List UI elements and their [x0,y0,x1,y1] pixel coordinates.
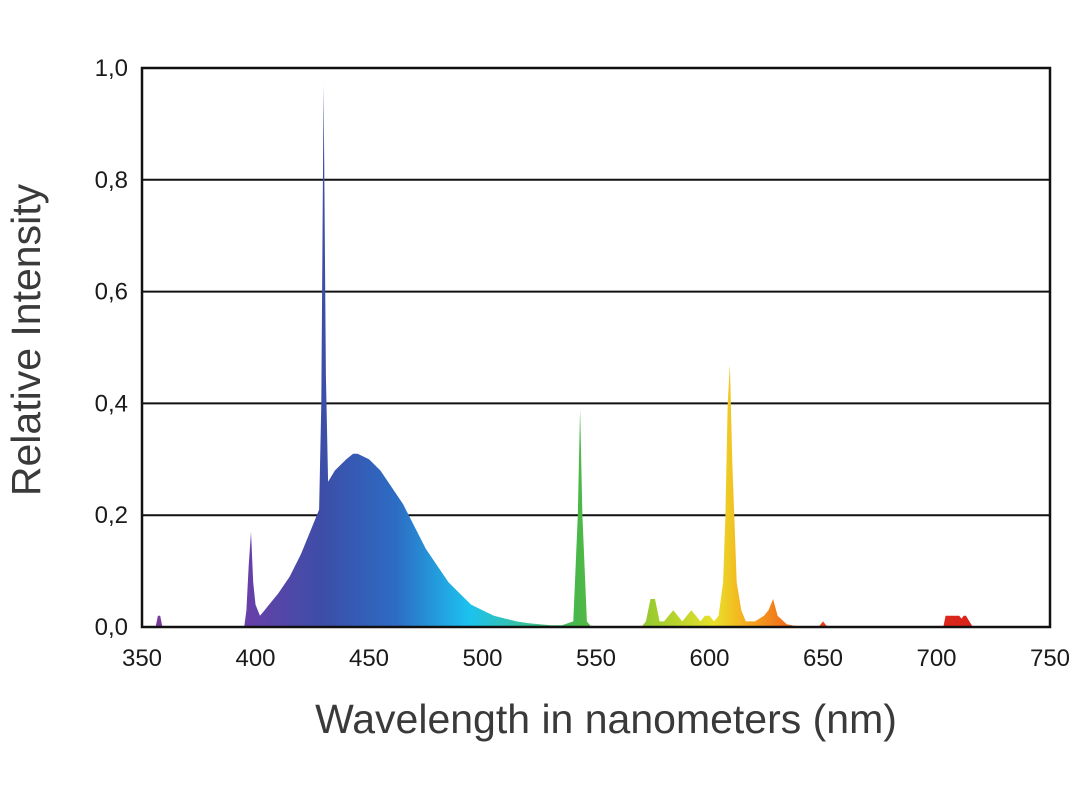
x-tick-label-1: 400 [235,645,275,672]
x-axis-tick-labels: 350 400 450 500 550 600 650 700 750 [122,645,1070,672]
y-tick-label-3: 0,6 [95,279,128,306]
y-axis-tick-labels: 0,0 0,2 0,4 0,6 0,8 1,0 [95,55,128,641]
gridlines [142,178,1050,517]
y-tick-label-1: 0,2 [95,502,128,529]
spectrum-area [142,84,1050,628]
x-tick-label-3: 500 [462,645,502,672]
x-tick-label-8: 750 [1030,645,1070,672]
x-tick-label-7: 700 [916,645,956,672]
plot-frame [140,66,1052,629]
y-axis-title: Relative Intensity [3,183,49,496]
x-axis-title: Wavelength in nanometers (nm) [315,696,897,742]
x-tick-label-2: 450 [349,645,389,672]
y-tick-label-2: 0,4 [95,390,128,417]
x-tick-label-0: 350 [122,645,162,672]
y-tick-label-4: 0,8 [95,167,128,194]
y-tick-label-0: 0,0 [95,614,128,641]
x-tick-label-4: 550 [576,645,616,672]
x-tick-label-5: 600 [689,645,729,672]
x-tick-label-6: 650 [803,645,843,672]
y-tick-label-5: 1,0 [95,55,128,82]
